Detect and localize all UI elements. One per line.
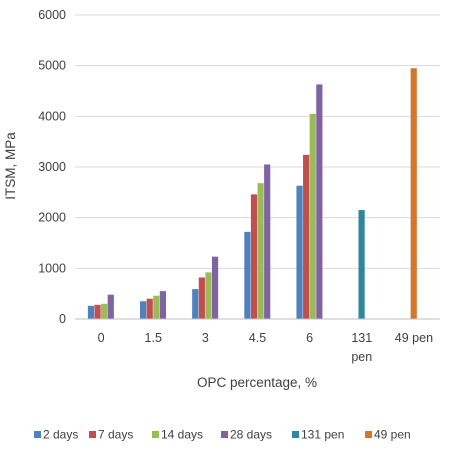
legend-swatch (365, 431, 372, 438)
y-tick-label: 3000 (38, 160, 66, 174)
legend-item: 2 days (34, 428, 78, 442)
legend: 2 days 7 days 14 days 28 days 131 pen 49 pen (34, 428, 411, 442)
x-tick-label: 3 (202, 331, 209, 345)
bar (107, 294, 114, 319)
bars (87, 68, 417, 319)
x-axis-tick-labels: 0 1.5 3 4.5 6 131 pen 49 pen (98, 331, 433, 364)
bar (244, 231, 251, 319)
bar (264, 164, 271, 319)
y-tick-label: 0 (59, 312, 66, 326)
legend-item: 14 days (152, 428, 203, 442)
x-tick-label: 4.5 (249, 331, 266, 345)
bar (316, 84, 323, 319)
bar (198, 277, 205, 319)
y-tick-label: 1000 (38, 261, 66, 275)
bar (101, 303, 108, 319)
y-tick-label: 6000 (38, 8, 66, 22)
gridlines (75, 14, 440, 269)
bar (153, 295, 160, 319)
bar (159, 291, 167, 319)
legend-swatch (292, 431, 299, 438)
y-axis-title: ITSM, MPa (3, 132, 18, 200)
legend-item: 28 days (221, 428, 272, 442)
bar (87, 305, 95, 319)
x-tick-label: 131 (351, 331, 372, 345)
x-tick-label: 1.5 (145, 331, 162, 345)
bar (192, 289, 199, 319)
x-tick-label: 0 (98, 331, 105, 345)
legend-label: 49 pen (374, 428, 411, 442)
legend-swatch (152, 431, 159, 438)
bar (296, 185, 303, 319)
bar (146, 298, 153, 319)
legend-swatch (221, 431, 228, 438)
y-axis-tick-labels: 0 1000 2000 3000 4000 5000 6000 (38, 8, 66, 326)
bar (358, 210, 365, 319)
legend-label: 28 days (230, 428, 272, 442)
bar (211, 256, 219, 319)
legend-label: 2 days (43, 428, 78, 442)
x-tick-label: 6 (306, 331, 313, 345)
legend-swatch (34, 431, 41, 438)
y-tick-label: 5000 (38, 59, 66, 73)
legend-item: 49 pen (365, 428, 411, 442)
bar (410, 68, 417, 319)
y-tick-label: 4000 (38, 109, 66, 123)
legend-swatch (89, 431, 96, 438)
bar (309, 113, 316, 319)
x-axis-title: OPC percentage, % (197, 375, 317, 390)
bar (257, 183, 264, 319)
bar (303, 154, 310, 319)
bar (250, 194, 258, 319)
legend-item: 131 pen (292, 428, 344, 442)
bar (94, 304, 101, 319)
x-tick-label-line2: pen (351, 350, 372, 364)
bar (205, 272, 212, 319)
bar (140, 301, 147, 319)
legend-label: 7 days (98, 428, 133, 442)
y-tick-label: 2000 (38, 211, 66, 225)
legend-label: 131 pen (301, 428, 344, 442)
legend-label: 14 days (161, 428, 203, 442)
x-tick-label: 49 pen (395, 331, 433, 345)
legend-item: 7 days (89, 428, 133, 442)
